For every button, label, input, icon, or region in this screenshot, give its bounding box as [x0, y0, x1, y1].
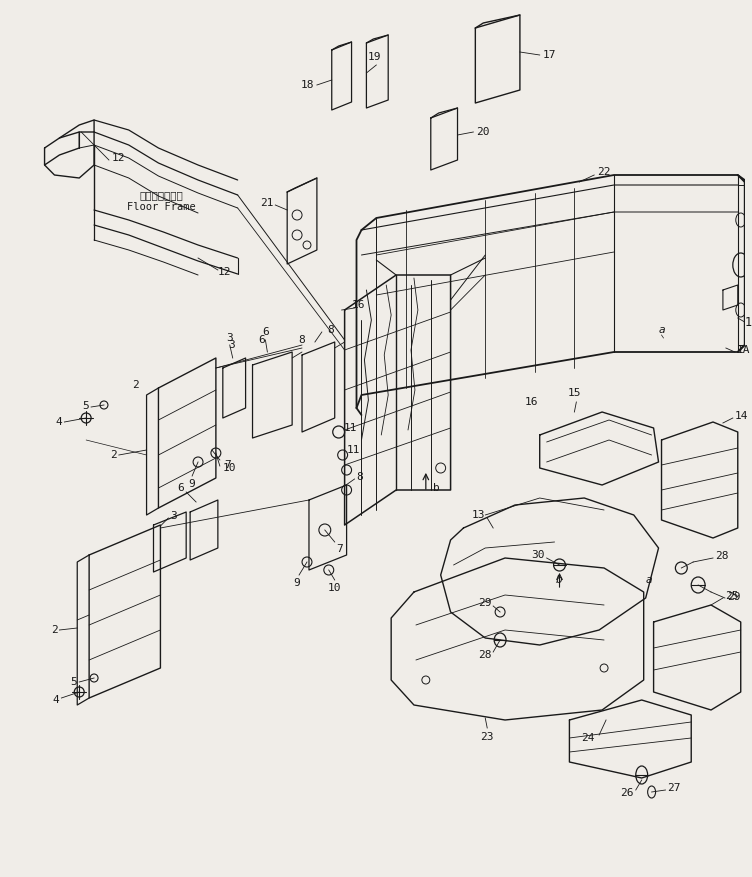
Text: 8: 8	[327, 325, 334, 335]
Text: 28: 28	[715, 551, 729, 561]
Text: 14: 14	[735, 411, 748, 421]
Text: 12: 12	[218, 267, 232, 277]
Text: 1: 1	[744, 316, 752, 329]
Text: 2: 2	[110, 450, 117, 460]
Text: 11: 11	[344, 423, 357, 433]
Text: 9: 9	[294, 578, 301, 588]
Text: b: b	[556, 575, 563, 585]
Text: 5: 5	[71, 677, 77, 687]
Text: 19: 19	[368, 52, 381, 62]
Text: 1A: 1A	[737, 345, 750, 355]
Text: 22: 22	[597, 167, 611, 177]
Text: a: a	[645, 575, 652, 585]
Text: 27: 27	[668, 783, 681, 793]
Text: フロアフレーム: フロアフレーム	[140, 190, 183, 200]
Text: 9: 9	[188, 479, 195, 489]
Text: 24: 24	[581, 733, 594, 743]
Text: 18: 18	[300, 80, 314, 90]
Text: 7: 7	[337, 544, 344, 554]
Text: 5: 5	[83, 401, 89, 411]
Text: 29: 29	[727, 592, 741, 602]
Text: a: a	[658, 325, 665, 335]
Text: 2: 2	[132, 380, 138, 390]
Text: 12: 12	[112, 153, 126, 163]
Text: 29: 29	[478, 598, 491, 608]
Text: 8: 8	[356, 472, 363, 482]
Text: 8: 8	[299, 335, 305, 345]
Text: 15: 15	[568, 388, 581, 398]
Text: 11: 11	[347, 445, 360, 455]
Text: 10: 10	[328, 583, 341, 593]
Text: 6: 6	[259, 335, 265, 345]
Text: 2: 2	[50, 625, 57, 635]
Text: 10: 10	[223, 463, 236, 473]
Text: 16: 16	[351, 300, 365, 310]
Text: 20: 20	[476, 127, 490, 137]
Text: 4: 4	[53, 695, 59, 705]
Text: 25: 25	[725, 591, 738, 601]
Text: 13: 13	[472, 510, 485, 520]
Text: b: b	[432, 483, 439, 493]
Text: 7: 7	[224, 460, 231, 470]
Text: 3: 3	[226, 333, 233, 343]
Text: 26: 26	[620, 788, 634, 798]
Text: 4: 4	[56, 417, 62, 427]
Text: 16: 16	[525, 397, 538, 407]
Text: 6: 6	[177, 483, 184, 493]
Text: 3: 3	[171, 511, 177, 521]
Text: 17: 17	[543, 50, 556, 60]
Text: 21: 21	[260, 198, 273, 208]
Text: Floor Frame: Floor Frame	[127, 202, 196, 212]
Text: 30: 30	[531, 550, 544, 560]
Text: 3: 3	[228, 340, 235, 350]
Text: 28: 28	[478, 650, 491, 660]
Text: 23: 23	[481, 732, 494, 742]
Text: 6: 6	[262, 327, 268, 337]
